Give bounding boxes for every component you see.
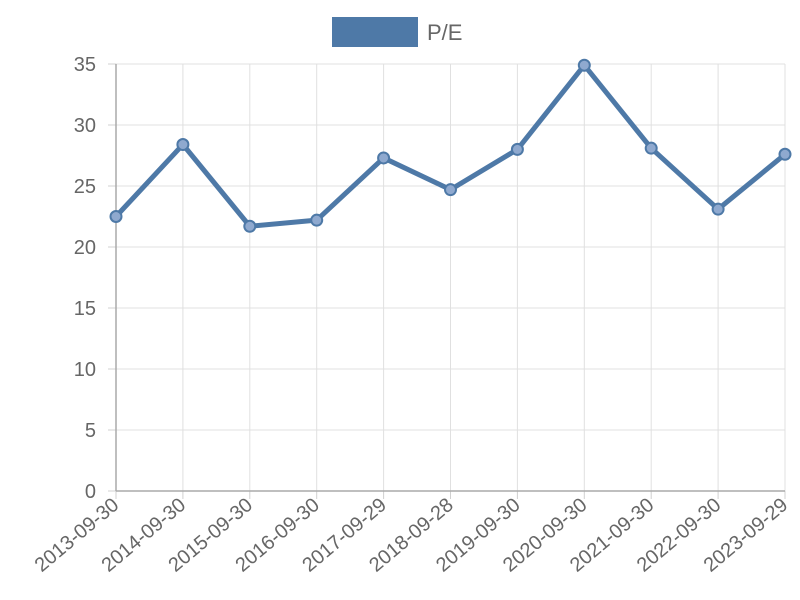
data-point: [510, 142, 524, 156]
data-point: [644, 141, 658, 155]
series-layer: [109, 58, 792, 233]
data-point: [109, 210, 123, 223]
y-tick-label: 20: [74, 237, 96, 259]
y-tick-label: 15: [74, 298, 96, 320]
legend-label: P/E: [427, 20, 462, 45]
y-tick-label: 25: [74, 176, 96, 198]
y-tick-label: 0: [85, 481, 96, 503]
y-tick-label: 10: [74, 359, 96, 381]
legend-swatch: [332, 17, 418, 47]
axes-layer: 051015202530352013-09-302014-09-302015-0…: [31, 54, 793, 577]
legend: P/E: [332, 17, 462, 47]
y-tick-label: 30: [74, 115, 96, 137]
grid-layer: [115, 63, 786, 492]
data-point: [377, 151, 391, 165]
y-tick-label: 5: [85, 420, 96, 442]
data-point: [444, 183, 457, 197]
data-point: [577, 58, 591, 72]
y-tick-label: 35: [74, 54, 96, 76]
data-point: [778, 147, 792, 161]
data-point: [711, 202, 725, 216]
data-point: [243, 219, 257, 233]
data-point: [176, 138, 190, 152]
data-point: [310, 213, 324, 227]
